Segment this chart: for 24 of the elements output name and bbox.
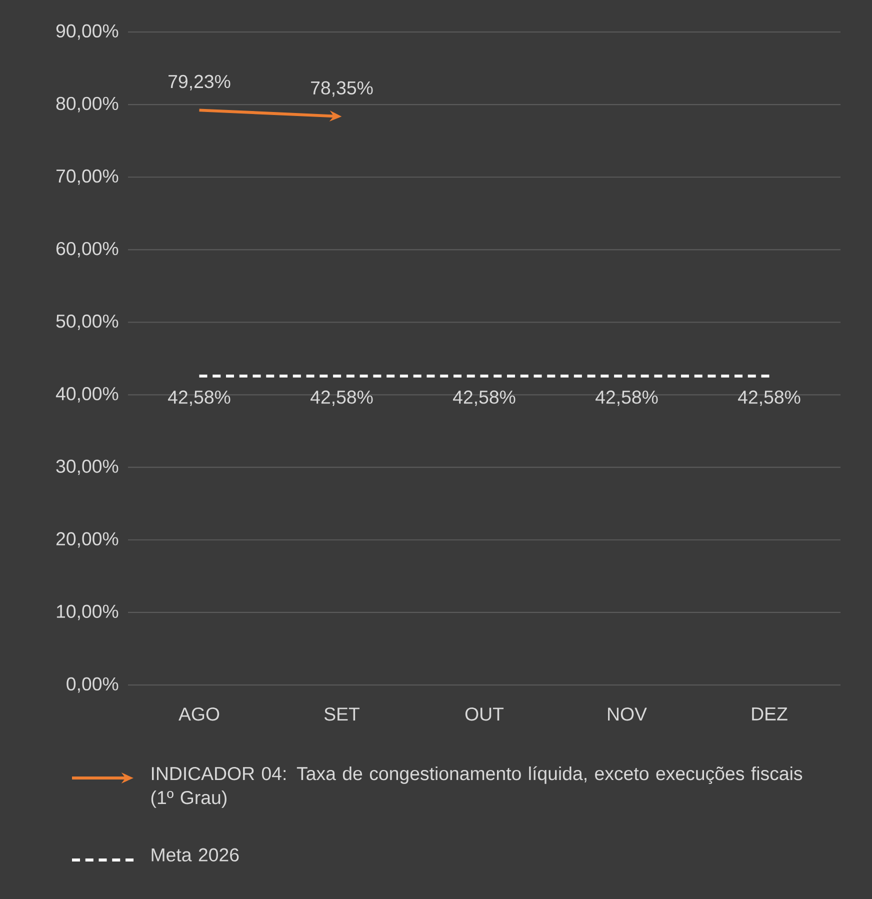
data-label: 79,23%	[168, 74, 230, 90]
legend-label: Meta 2026	[152, 848, 239, 862]
data-label: 42,58%	[168, 390, 230, 406]
x-tick-label: DEZ	[752, 708, 788, 720]
x-tick-label: SET	[324, 707, 360, 721]
y-tick-label: 50,00%	[56, 314, 118, 330]
x-tick-label: NOV	[608, 707, 647, 721]
data-label: 42,58%	[310, 390, 373, 406]
data-label: 42,58%	[738, 390, 800, 406]
legend-label: INDICADOR 04: Taxa de congestionamento líquida, exceto execuções fiscais (1º Grau)	[151, 766, 802, 808]
y-tick-label: 90,00%	[56, 24, 118, 40]
y-tick-label: 10,00%	[56, 604, 118, 620]
x-tick-label: OUT	[465, 707, 504, 721]
y-tick-label: 60,00%	[56, 242, 118, 258]
y-tick-label: 80,00%	[56, 96, 118, 112]
y-tick-label: 20,00%	[56, 532, 118, 548]
data-label: 42,58%	[596, 390, 658, 406]
y-tick-label: 30,00%	[56, 460, 118, 476]
y-tick-label: 70,00%	[56, 169, 118, 185]
data-label: 42,58%	[453, 390, 516, 406]
y-tick-label: 0,00%	[66, 677, 118, 693]
data-label: 78,35%	[311, 81, 373, 97]
y-tick-label: 40,00%	[56, 387, 118, 402]
x-tick-label: AGO	[178, 707, 220, 721]
